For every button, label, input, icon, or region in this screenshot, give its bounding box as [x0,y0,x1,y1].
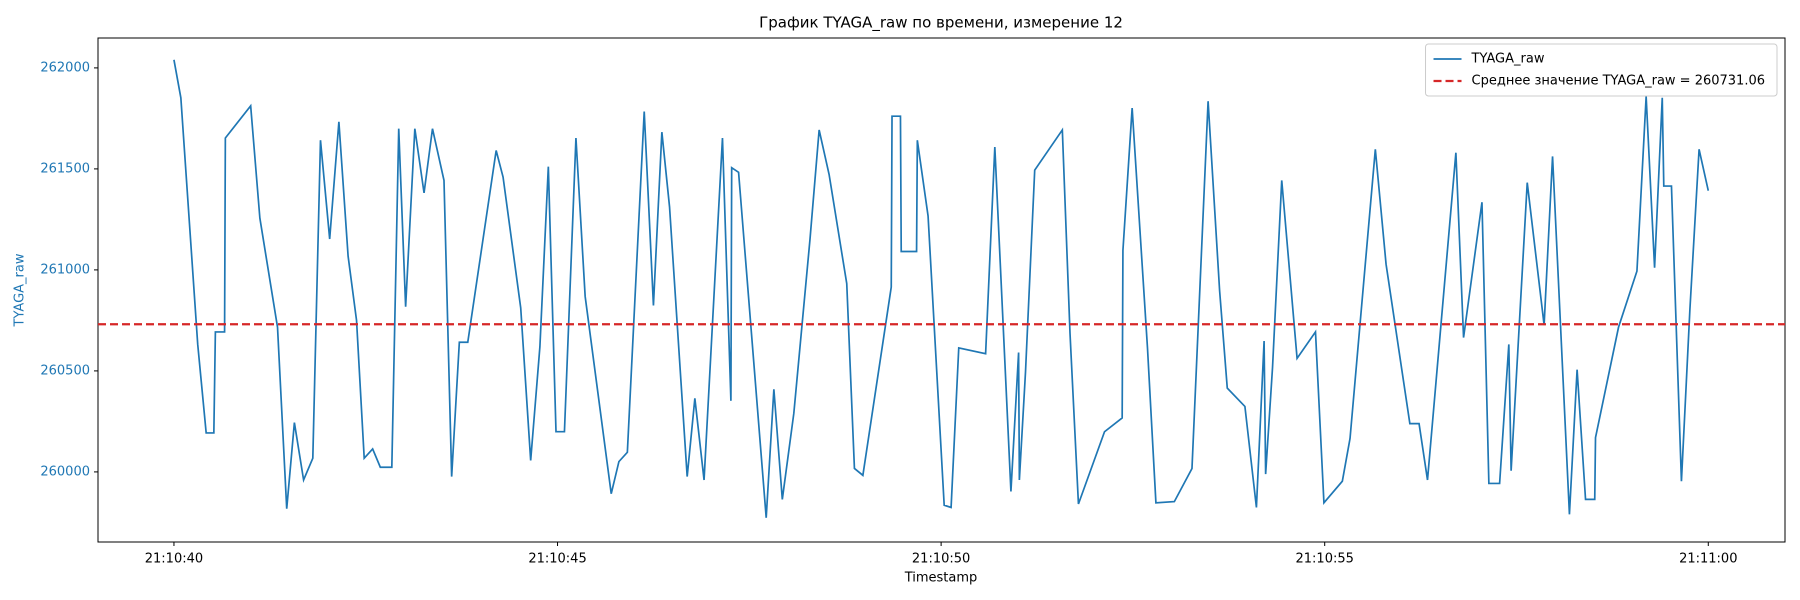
legend-label: TYAGA_raw [1471,52,1545,67]
x-tick-label: 21:10:50 [912,552,970,567]
legend-box [1425,43,1778,97]
data-line [173,59,1710,518]
y-tick-label: 261500 [40,161,90,176]
y-tick-label: 260000 [40,464,90,479]
x-axis-label: Timestamp [904,571,978,586]
x-tick-label: 21:10:40 [145,552,203,567]
x-tick-label: 21:10:55 [1296,552,1354,567]
y-tick-label: 261000 [40,262,90,277]
x-tick-label: 21:10:45 [528,552,586,567]
chart-title: График TYAGA_raw по времени, измерение 1… [759,14,1123,33]
y-tick-label: 260500 [40,363,90,378]
legend-label: Среднее значение TYAGA_raw = 260731.06 [1472,74,1765,89]
y-axis-label: TYAGA_raw [13,253,28,327]
x-tick-label: 21:11:00 [1679,552,1737,567]
y-tick-label: 262000 [40,60,90,75]
